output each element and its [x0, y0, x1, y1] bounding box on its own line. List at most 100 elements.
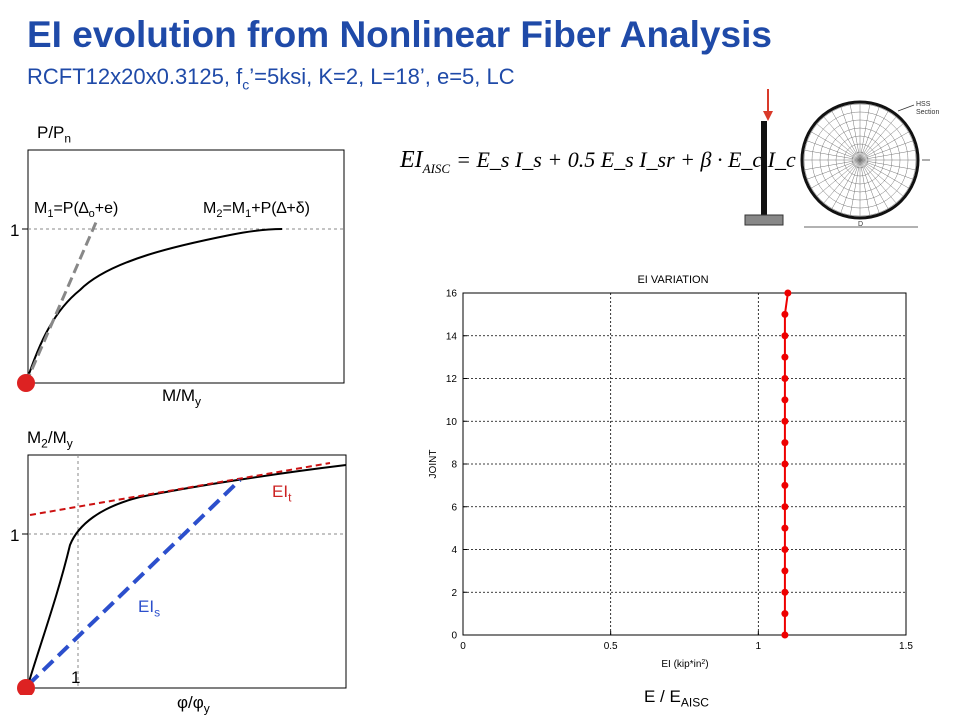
- x-tick-label: 1.5: [899, 641, 913, 652]
- m2-sub: 2: [216, 208, 223, 221]
- top-plot-ytick-label: 1: [10, 221, 19, 240]
- fiber-ray: [840, 159, 861, 213]
- fiber-ray: [859, 159, 904, 197]
- hss-label: HSS: [916, 101, 931, 108]
- fiber-ray: [859, 107, 880, 161]
- initial-stiffness-line: [24, 219, 99, 384]
- eit-label: EIt: [272, 482, 291, 504]
- formula-lhs: EI: [400, 147, 423, 173]
- top-ylabel-sub: n: [64, 131, 72, 146]
- ei-chart-xlabel: EI (kip*in2): [661, 659, 708, 671]
- ei-data-point: [781, 439, 789, 447]
- y-tick-label: 16: [446, 289, 458, 300]
- fiber-ray: [859, 150, 916, 161]
- interaction-curve: [25, 228, 283, 384]
- section-outer-ring: [800, 100, 920, 220]
- bottom-ylabel-rest: /M: [47, 428, 67, 447]
- fiber-ray: [850, 159, 861, 216]
- ei-chart-title: EI VARIATION: [637, 274, 708, 286]
- ei-data-point: [781, 375, 789, 382]
- fiber-ray: [859, 159, 913, 180]
- caption-main: E / E: [644, 687, 681, 706]
- fiber-ray: [804, 150, 861, 161]
- ei-data-point: [781, 546, 789, 553]
- formula-rhs: = E_s I_s + 0.5 E_s I_sr + β · E_c I_c: [456, 147, 796, 172]
- ei-data-point: [781, 417, 789, 425]
- bottom-xlabel-text: φ/φ: [177, 693, 204, 712]
- section-fibers: [803, 103, 917, 217]
- bottom-plot: 1 1: [10, 454, 347, 695]
- m1-delta: ∆: [78, 200, 89, 217]
- fiber-ray: [859, 123, 904, 161]
- m2-sub2: 1: [245, 208, 252, 221]
- ei-data-point: [781, 310, 789, 318]
- ei-chart-yticks: 0 2 4 6 8 10 12 14 16: [446, 289, 467, 642]
- ei-data-point: [781, 396, 789, 404]
- moment-curvature-curve: [27, 464, 347, 686]
- top-xlabel-text: M/M: [162, 386, 196, 405]
- subtitle-sub: c: [242, 76, 250, 93]
- y-tick-label: 8: [451, 460, 457, 471]
- section-label: Section: [916, 109, 939, 116]
- ei-data-point: [781, 353, 789, 361]
- y-tick-label: 2: [451, 588, 457, 599]
- ei-data-point: [781, 610, 789, 618]
- origin-marker: [17, 374, 35, 392]
- fiber-ray: [859, 159, 889, 209]
- fiber-ray: [859, 159, 916, 170]
- top-plot-ylabel: P/Pn: [37, 123, 71, 145]
- x-tick-label: 0: [460, 641, 466, 652]
- ei-data-point: [781, 460, 789, 468]
- fiber-ray: [823, 116, 861, 161]
- ei-data-point: [781, 332, 789, 340]
- eis-label: EIs: [138, 597, 160, 619]
- fiber-ray: [859, 159, 909, 189]
- x-tick-label: 0.5: [604, 641, 618, 652]
- bottom-plot-xtick-label: 1: [71, 668, 80, 687]
- bottom-origin-marker: [17, 679, 35, 695]
- ei-aisc-formula: EIAISC = E_s I_s + 0.5 E_s I_sr + β · E_…: [400, 147, 796, 177]
- ei-chart-grid: [463, 293, 906, 635]
- y-tick-label: 4: [451, 545, 457, 556]
- bottom-ylabel-text: M: [27, 428, 42, 447]
- eit-text: EI: [272, 482, 289, 501]
- top-xlabel-sub: y: [195, 394, 202, 409]
- ei-xlabel-main: EI (kip*in: [661, 659, 701, 670]
- fiber-ray: [811, 131, 861, 161]
- page-subtitle: RCFT12x20x0.3125, fc’=5ksi, K=2, L=18’, …: [27, 64, 515, 92]
- column-member: [761, 121, 767, 221]
- ei-data-point: [784, 289, 792, 297]
- ei-data-point: [781, 631, 789, 639]
- hss-leader: [897, 104, 915, 112]
- y-tick-label: 0: [451, 631, 457, 642]
- ei-chart-series: [781, 289, 792, 639]
- fiber-ray: [816, 159, 861, 197]
- x-tick-label: 1: [756, 641, 762, 652]
- ei-data-point: [781, 524, 789, 532]
- fiber-ray: [859, 111, 889, 161]
- fiber-ray: [831, 159, 861, 209]
- fiber-ray: [831, 111, 861, 161]
- page-title: EI evolution from Nonlinear Fiber Analys…: [27, 14, 772, 55]
- column-schematic: [744, 89, 784, 226]
- fiber-ray: [859, 159, 870, 216]
- ei-data-point: [781, 567, 789, 575]
- m1-text: M: [34, 200, 48, 217]
- fiber-ray: [807, 140, 861, 161]
- fiber-ray: [859, 159, 880, 213]
- m2-rest-a: =M: [222, 200, 246, 217]
- fiber-ray: [859, 131, 909, 161]
- eis-text: EI: [138, 597, 155, 616]
- fiber-ray: [859, 159, 897, 204]
- y-tick-label: 10: [446, 417, 458, 428]
- m1-rest-a: =P(: [53, 200, 79, 217]
- fiber-section-diagram: HSS Section D: [800, 100, 939, 228]
- ei-chart-xticks: 0 0.5 1 1.5: [460, 631, 913, 652]
- ei-variation-chart: EI VARIATION 0 0.5 1 1.5 0 2 4 6 8 10 12 14 16 JOIN…: [428, 274, 913, 671]
- top-plot: 1: [10, 149, 345, 392]
- top-ylabel-text: P/P: [37, 123, 65, 142]
- bottom-ylabel-sub: 2: [41, 436, 48, 451]
- fiber-ray: [816, 123, 861, 161]
- m1-rest-b: +e): [94, 200, 119, 217]
- column-base: [744, 214, 784, 226]
